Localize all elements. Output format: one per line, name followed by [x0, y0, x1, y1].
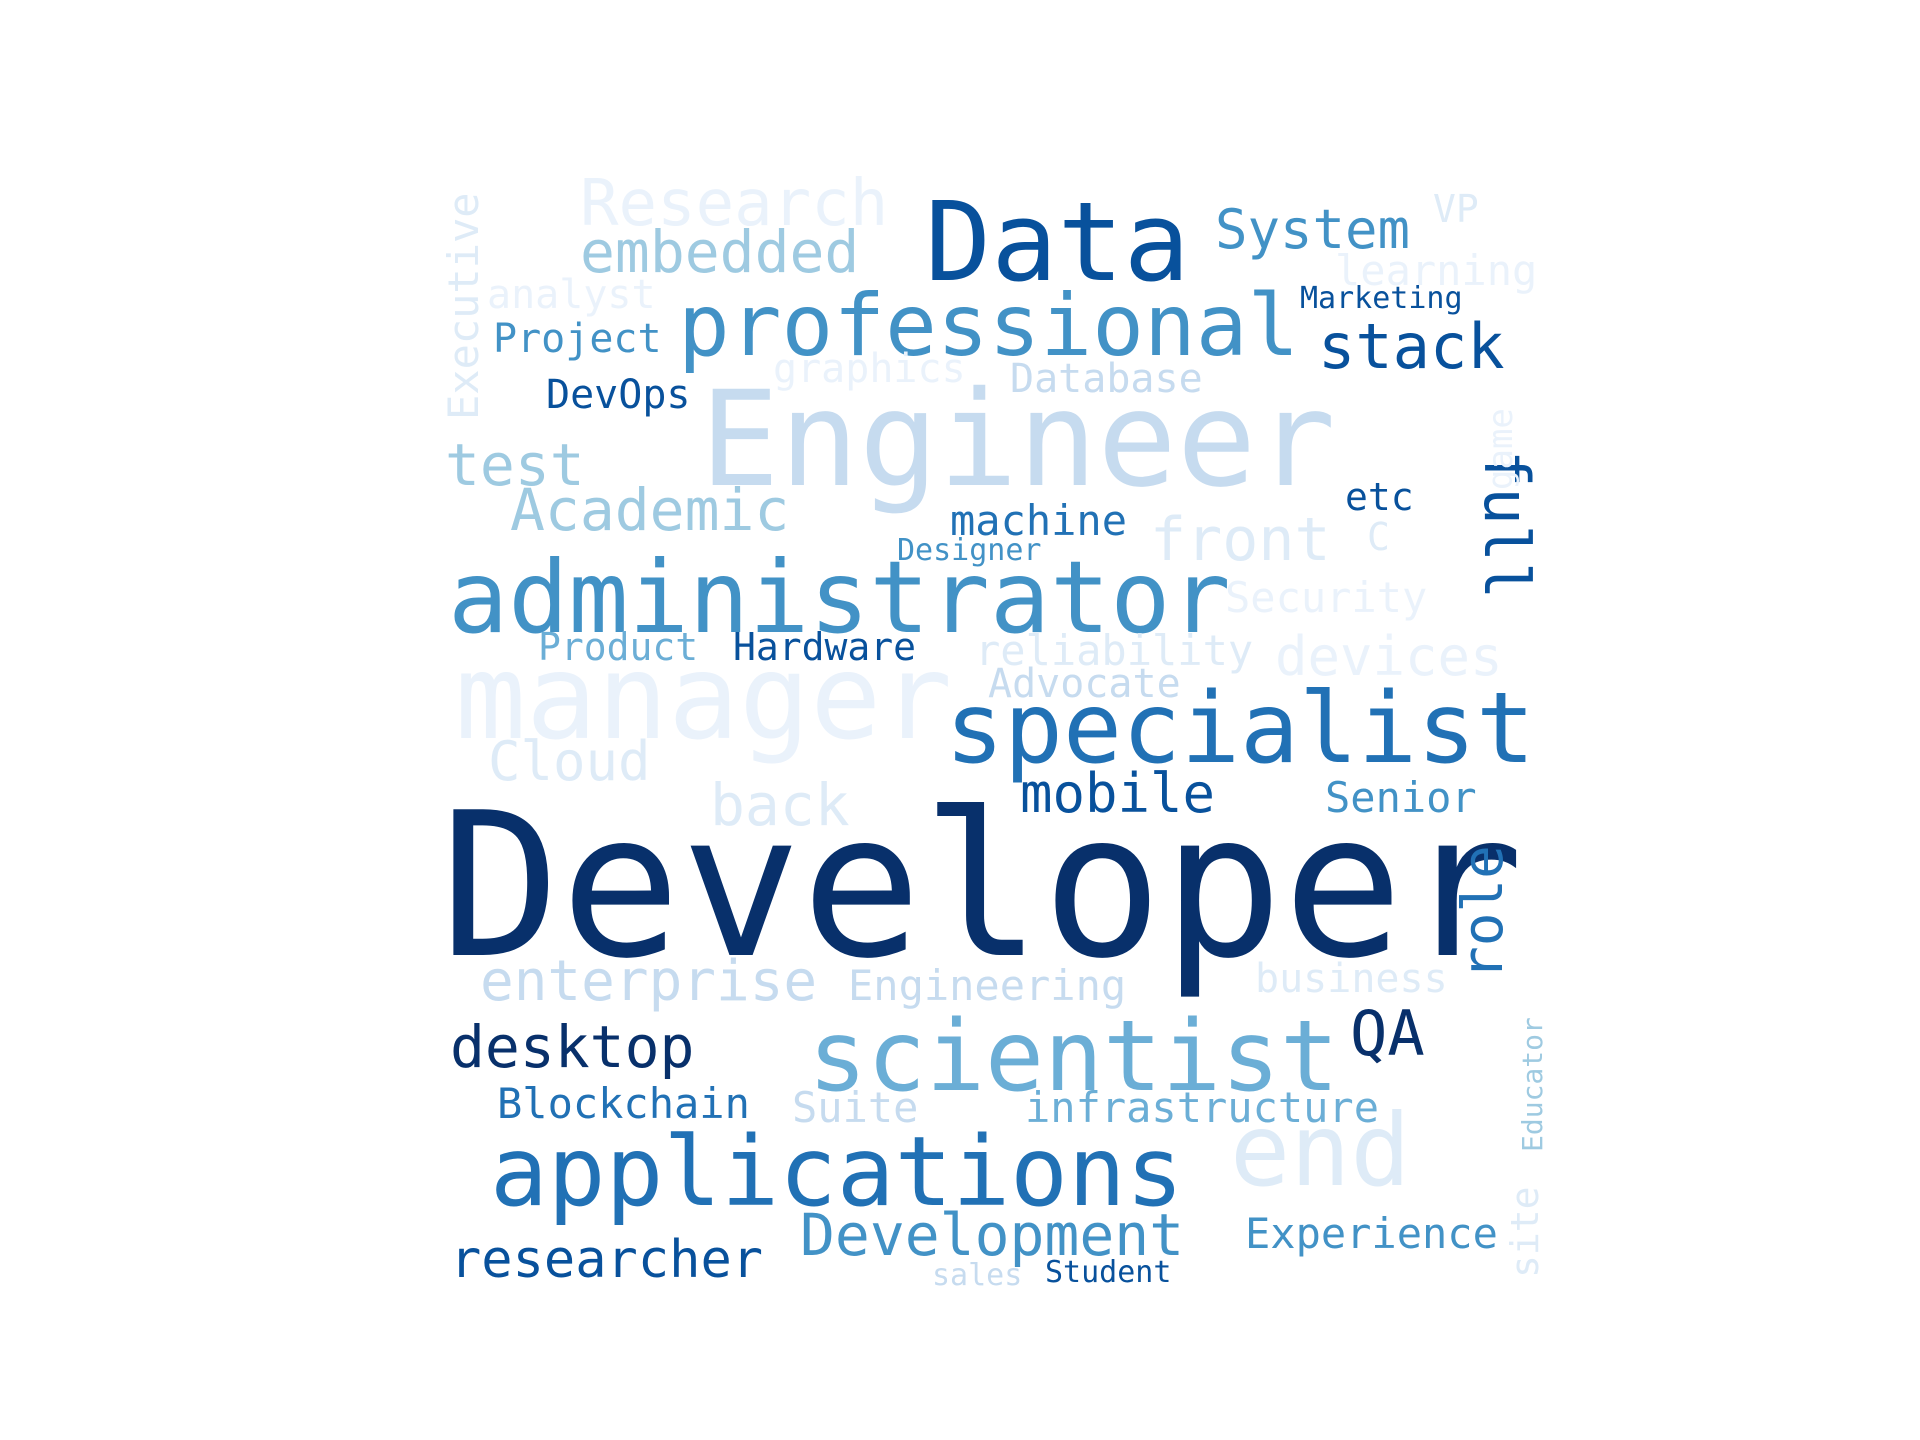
word-manager: manager [455, 628, 952, 766]
word-security: Security [1225, 573, 1427, 622]
word-cloud: Cloud [488, 730, 651, 793]
word-devops: DevOps [546, 372, 691, 418]
word-specialist: specialist [945, 672, 1535, 786]
word-development: Development [800, 1201, 1184, 1269]
word-developer: Developer [440, 770, 1524, 1003]
word-machine: machine [950, 496, 1127, 545]
word-designer: Designer [897, 533, 1042, 568]
word-researcher: researcher [450, 1230, 763, 1290]
word-suite: Suite [792, 1083, 918, 1132]
word-data: Data [925, 178, 1190, 306]
word-engineer: Engineer [700, 363, 1336, 517]
word-embedded: embedded [580, 218, 859, 286]
word-analyst: analyst [487, 272, 656, 318]
word-senior: Senior [1325, 773, 1477, 822]
word-etc: etc [1345, 475, 1414, 519]
word-business: business [1255, 956, 1448, 1002]
word-professional: professional [678, 276, 1299, 376]
word-project: Project [493, 316, 662, 362]
word-marketing: Marketing [1300, 281, 1463, 316]
word-game: game [1481, 408, 1521, 490]
word-mobile: mobile [1020, 762, 1215, 825]
word-hardware: Hardware [733, 625, 916, 669]
word-site: site [1503, 1186, 1547, 1278]
word-infrastructure: infrastructure [1025, 1083, 1379, 1132]
word-database: Database [1010, 356, 1203, 402]
word-learning: learning [1335, 246, 1537, 295]
word-front: front [1150, 505, 1331, 575]
word-end: end [1230, 1092, 1411, 1209]
word-applications: applications [490, 1116, 1184, 1228]
word-administrator: administrator [448, 539, 1231, 656]
word-vp: VP [1433, 187, 1479, 231]
word-research: Research [580, 167, 888, 241]
word-blockchain: Blockchain [497, 1079, 750, 1128]
word-enterprise: enterprise [480, 949, 817, 1014]
word-product: Product [538, 625, 698, 669]
word-system: System [1215, 198, 1410, 261]
word-experience: Experience [1245, 1209, 1498, 1258]
word-sales: sales [932, 1258, 1022, 1293]
word-advocate: Advocate [988, 661, 1181, 707]
word-reliability: reliability [975, 626, 1253, 675]
word-test: test [445, 431, 585, 499]
word-executive: Executive [439, 192, 488, 420]
word-stack: stack [1318, 310, 1505, 383]
word-full: full [1470, 450, 1543, 599]
word-back: back [710, 771, 850, 839]
word-devices: devices [1275, 625, 1503, 688]
word-desktop: desktop [450, 1013, 694, 1081]
word-scientist: scientist [808, 1000, 1339, 1114]
word-student: Student [1045, 1255, 1171, 1290]
word-academic: Academic [510, 476, 789, 544]
word-graphics: graphics [773, 346, 966, 392]
word-educator: Educator [1516, 1017, 1549, 1152]
word-c: C [1367, 515, 1390, 559]
word-qa: QA [1350, 997, 1425, 1070]
word-engineering: Engineering [848, 961, 1126, 1010]
word-role: role [1451, 845, 1516, 980]
